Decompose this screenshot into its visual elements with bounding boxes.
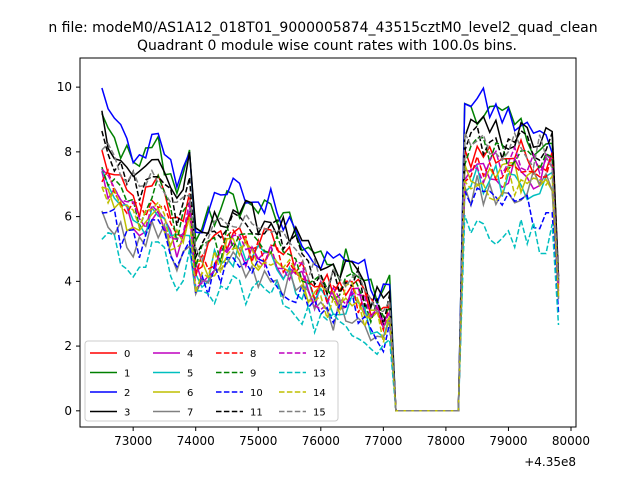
- legend-label-10: 10: [250, 388, 263, 399]
- legend-label-13: 13: [313, 369, 326, 380]
- x-tick-label: 76000: [302, 434, 340, 448]
- x-tick-label: 80000: [552, 434, 590, 448]
- legend-label-4: 4: [187, 349, 193, 360]
- legend-box: [84, 340, 339, 422]
- x-tick-label: 75000: [239, 434, 277, 448]
- series-line-7: [101, 168, 560, 412]
- series-line-14: [101, 167, 560, 412]
- series-line-13: [101, 214, 560, 412]
- legend-label-8: 8: [250, 349, 256, 360]
- plot-area: [101, 86, 560, 412]
- legend-label-11: 11: [250, 408, 263, 419]
- y-tick-label: 10: [57, 80, 72, 94]
- legend-label-7: 7: [187, 408, 193, 419]
- legend-label-5: 5: [187, 369, 193, 380]
- legend-label-9: 9: [250, 369, 256, 380]
- axes: 73000 74000 75000 76000 77000 78000 79000 80000…: [57, 57, 590, 448]
- chart-suptitle: n file: modeM0/AS1A12_018T01_9000005874_…: [48, 20, 597, 36]
- x-tick-label: 77000: [364, 434, 402, 448]
- y-tick-label: 2: [64, 339, 72, 353]
- legend-label-0: 0: [124, 349, 130, 360]
- plot-frame: [79, 57, 577, 428]
- y-tick-label: 4: [64, 274, 72, 288]
- series-line-2: [101, 86, 560, 412]
- legend-label-1: 1: [124, 369, 130, 380]
- legend-label-3: 3: [124, 408, 130, 419]
- series-line-0: [101, 137, 560, 412]
- series-line-10: [101, 187, 560, 412]
- x-offset-label: +4.35e8: [524, 455, 576, 469]
- x-tick-label: 79000: [489, 434, 527, 448]
- series-line-12: [101, 145, 560, 412]
- legend-label-12: 12: [313, 349, 326, 360]
- legend-label-6: 6: [187, 388, 193, 399]
- y-tick-label: 8: [64, 145, 72, 159]
- y-tick-label: 6: [64, 210, 72, 224]
- legend-label-2: 2: [124, 388, 130, 399]
- x-tick-label: 74000: [177, 434, 215, 448]
- series-line-15: [101, 131, 560, 412]
- x-tick-label: 78000: [427, 434, 465, 448]
- x-tick-label: 73000: [114, 434, 152, 448]
- y-tick-label: 0: [64, 404, 72, 418]
- series-line-9: [101, 137, 560, 412]
- legend-label-14: 14: [313, 388, 326, 399]
- legend-label-15: 15: [313, 408, 326, 419]
- series-line-6: [101, 161, 560, 412]
- series-line-3: [101, 110, 560, 412]
- chart-title: Quadrant 0 module wise count rates with …: [137, 38, 517, 54]
